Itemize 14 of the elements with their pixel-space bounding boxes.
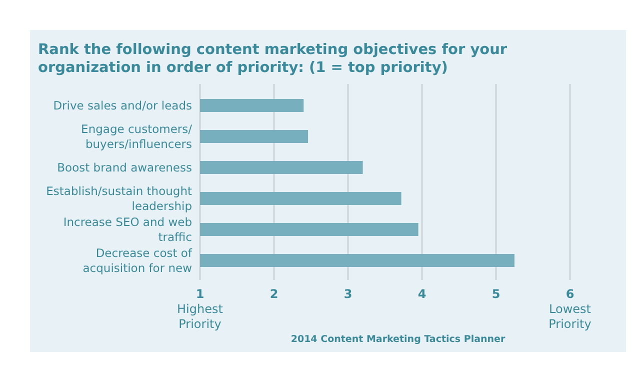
y-tick-label: Increase SEO and web traffic xyxy=(63,215,192,244)
x-tick-label: 3 xyxy=(344,287,352,301)
y-tick-label: Engage customers/ buyers/influencers xyxy=(81,122,192,151)
text: 2014 Content Marketing Tactics Planner xyxy=(290,334,506,345)
y-tick-label: Decrease cost of acquisition for new xyxy=(82,246,193,275)
x-tick-label: 2 xyxy=(270,287,278,301)
chart-title: Rank the following content marketing objectives for your organization in order of priority: (1 = top priority) xyxy=(38,42,508,76)
y-tick-label: Boost brand awareness xyxy=(57,160,192,174)
y-tick-label: Drive sales and/or leads xyxy=(53,98,192,112)
x-tick-label: 1 Highest Priority xyxy=(177,287,224,331)
x-tick-label: 4 xyxy=(418,287,426,301)
x-tick-label: 5 xyxy=(492,287,500,301)
x-tick-label: 6 Lowest Priority xyxy=(548,287,592,331)
y-tick-label: Establish/sustain thought leadership xyxy=(46,184,192,213)
